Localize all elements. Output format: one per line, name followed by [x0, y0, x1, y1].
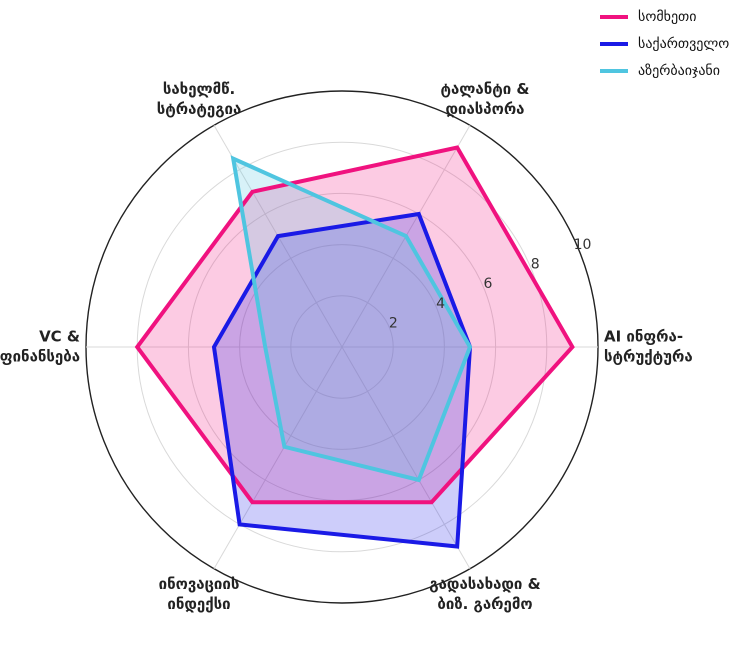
grid-spoke: [341, 346, 471, 569]
axis-label-line: ინდექსი: [167, 595, 230, 613]
series-layer: [134, 145, 575, 549]
series-area-1: [214, 214, 470, 547]
axis-label-line: VC &: [39, 328, 80, 346]
grid-spoke: [213, 346, 343, 569]
axis-label: სახელმწ. სტრატეგია: [157, 80, 242, 118]
axis-label-line: სახელმწ.: [163, 80, 235, 98]
axis-label-line: დიასპორა: [446, 100, 525, 118]
axis-label-line: AI ინფრა-: [604, 328, 683, 346]
legend-label: სომხეთი: [638, 9, 697, 25]
legend-label: აზერბაიჯანი: [638, 62, 720, 79]
axis-label-line: ტალანტი &: [440, 80, 529, 98]
radial-tick-label: 10: [574, 237, 592, 253]
radial-tick-label: 4: [436, 296, 445, 312]
radial-tick-label: 2: [389, 315, 398, 331]
series-area-2: [233, 158, 470, 480]
axis-label-line: სტრუქტურა: [604, 348, 693, 366]
axis-label: ტალანტი & დიასპორა: [440, 80, 529, 118]
legend: სომხეთი საქართველო აზერბაიჯანი: [600, 9, 729, 79]
series-line-0: [134, 145, 575, 505]
legend-label: საქართველო: [638, 35, 729, 52]
series-line-1: [211, 211, 473, 549]
axis-label: AI ინფრა-სტრუქტურა: [604, 328, 693, 366]
radial-ticks: 2 4 6 8 10: [389, 237, 592, 331]
axis-label: VC & დაფინანსება: [0, 328, 80, 366]
axis-label-line: სტრატეგია: [157, 100, 242, 118]
axis-label: ინოვაციის ინდექსი: [159, 575, 240, 613]
axis-labels: AI ინფრა-სტრუქტურა ტალანტი & დიასპორა სახელ…: [0, 80, 693, 613]
series-line-2: [230, 155, 473, 483]
radial-tick-label: 8: [531, 257, 540, 273]
axis-label-line: ინოვაციის: [159, 575, 240, 593]
axis-label-line: დაფინანსება: [0, 348, 80, 366]
axis-label-line: ბიზ. გარემო: [437, 595, 532, 613]
axis-label: გადასახადი & ბიზ. გარემო: [429, 575, 540, 613]
axis-label-line: გადასახადი &: [429, 575, 540, 593]
radial-tick-label: 6: [483, 276, 492, 292]
